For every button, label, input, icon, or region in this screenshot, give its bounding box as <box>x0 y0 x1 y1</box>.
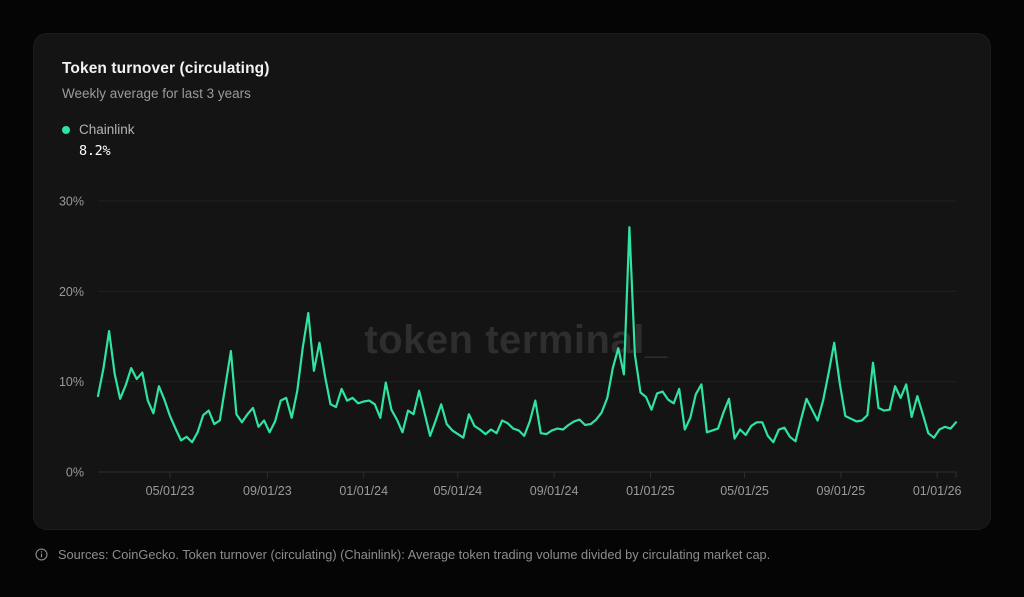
y-axis-label: 10% <box>59 375 84 389</box>
x-axis-label: 01/01/24 <box>339 484 388 498</box>
x-axis-label: 05/01/23 <box>146 484 195 498</box>
x-axis-label: 09/01/24 <box>530 484 579 498</box>
footer-sources-text: Sources: CoinGecko. Token turnover (circ… <box>58 547 771 562</box>
legend: Chainlink 8.2% <box>62 122 135 159</box>
x-axis-label: 05/01/25 <box>720 484 769 498</box>
x-axis-label: 09/01/23 <box>243 484 292 498</box>
chainlink-turnover-line[interactable] <box>96 226 958 444</box>
x-axis-label: 09/01/25 <box>817 484 866 498</box>
legend-item-chainlink[interactable]: Chainlink <box>62 122 135 137</box>
y-axis-label: 30% <box>59 195 84 209</box>
chart-header: Token turnover (circulating) Weekly aver… <box>62 60 269 101</box>
y-axis-label: 20% <box>59 285 84 299</box>
turnover-line-chart[interactable]: 0% 10% 20% 30% 05/01/23 09/01/23 01/01/24 05/01… <box>34 34 992 531</box>
chart-card: Token turnover (circulating) Weekly aver… <box>33 33 991 530</box>
legend-series-value: 8.2% <box>79 143 111 159</box>
legend-dot-icon <box>62 125 70 134</box>
x-axis-label: 01/01/25 <box>626 484 675 498</box>
x-axis-label: 01/01/26 <box>913 484 962 498</box>
x-axis-label: 05/01/24 <box>433 484 482 498</box>
chart-title: Token turnover (circulating) <box>62 60 270 77</box>
y-axis-label: 0% <box>66 466 84 480</box>
chart-subtitle: Weekly average for last 3 years <box>62 86 251 101</box>
legend-series-name: Chainlink <box>79 122 135 137</box>
footer-sources: Sources: CoinGecko. Token turnover (circ… <box>35 547 770 562</box>
info-circle-icon <box>35 548 48 561</box>
